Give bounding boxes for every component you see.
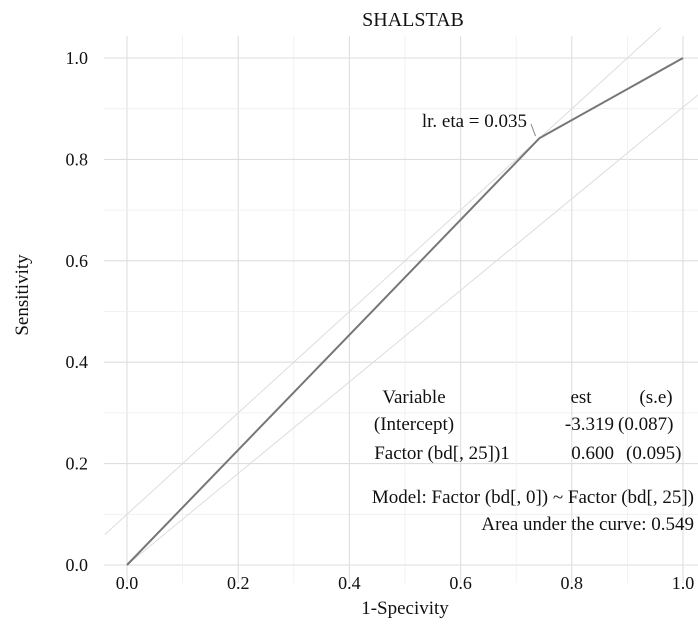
x-tick-label: 0.4 (338, 573, 361, 593)
coef-row-1-variable: (Intercept) (374, 414, 454, 435)
annotation-label: lr. eta = 0.035 (422, 111, 527, 132)
reference-line-upper (104, 27, 662, 535)
x-tick-label: 0.2 (227, 573, 250, 593)
diagonal-lines (104, 27, 698, 566)
model-formula: Model: Factor (bd[, 0]) ~ Factor (bd[, 2… (372, 487, 694, 508)
coefficient-table: Variable est (s.e) (Intercept) -3.319 (0… (374, 387, 681, 464)
coef-header-est: est (570, 387, 592, 408)
y-axis-label: Sensitivity (12, 254, 33, 336)
coef-row-2-variable: Factor (bd[, 25])1 (374, 443, 510, 464)
y-tick-label: 0.8 (66, 149, 89, 169)
x-tick-label: 0.6 (449, 573, 472, 593)
roc-curve-line (126, 57, 684, 566)
y-tick-label: 0.6 (66, 251, 89, 271)
chart-title: SHALSTAB (362, 9, 464, 31)
y-tick-label: 0.0 (66, 555, 89, 575)
x-tick-label: 0.0 (116, 573, 139, 593)
coef-header-variable: Variable (382, 387, 445, 408)
reference-line-lower (126, 94, 698, 566)
grid (104, 36, 698, 583)
coef-row-2-est: 0.600 (571, 443, 614, 464)
x-tick-labels: 0.0 0.2 0.4 0.6 0.8 1.0 (116, 573, 695, 593)
x-tick-label: 0.8 (561, 573, 584, 593)
x-tick-label: 1.0 (672, 573, 695, 593)
y-tick-label: 0.2 (66, 454, 89, 474)
coef-row-1-se: (0.087) (618, 414, 673, 435)
auc-text: Area under the curve: 0.549 (481, 514, 694, 535)
coef-row-2-se: (0.095) (626, 443, 681, 464)
series-layer (126, 57, 684, 566)
y-tick-label: 1.0 (66, 48, 89, 68)
y-tick-label: 0.4 (66, 352, 89, 372)
plot-panel (104, 36, 698, 583)
annotation-leader (530, 123, 537, 137)
coef-row-1-est: -3.319 (565, 414, 614, 435)
coef-header-se: (s.e) (639, 387, 672, 408)
y-tick-labels: 0.0 0.2 0.4 0.6 0.8 1.0 (66, 48, 89, 575)
x-axis-label: 1-Specivity (361, 598, 449, 619)
